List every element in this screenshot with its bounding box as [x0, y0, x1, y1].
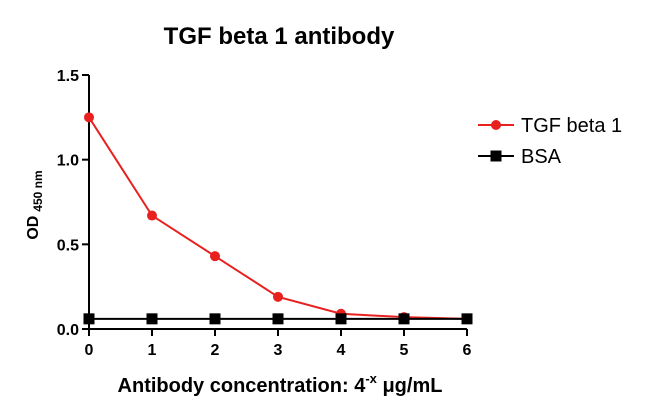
x-tick-label: 1: [148, 342, 157, 359]
series-line-tgf-beta-1: [88, 116, 468, 320]
series-layer: [83, 112, 473, 325]
data-point-bsa: [398, 313, 410, 325]
data-point-bsa: [335, 313, 347, 325]
data-point-tgf-beta-1: [273, 291, 283, 302]
y-axis-label-main: OD: [25, 216, 42, 240]
x-tick-label: 6: [463, 342, 472, 359]
x-tick-label: 2: [211, 342, 220, 359]
data-point-bsa: [209, 313, 221, 325]
x-tick-label: 0: [85, 342, 94, 359]
axes: 0.0 0.5 1.0 1.5 0 1 2 3 4 5 6: [57, 68, 472, 359]
legend-marker-bsa: [490, 150, 502, 162]
x-tick-label: 3: [274, 342, 283, 359]
data-point-tgf-beta-1: [84, 112, 94, 123]
legend: TGF beta 1 BSA: [478, 115, 622, 168]
legend-label-bsa: BSA: [521, 146, 562, 168]
x-tick-label: 4: [337, 342, 346, 359]
data-point-bsa: [146, 313, 158, 325]
y-tick-label: 1.5: [57, 68, 79, 85]
x-axis-label-main: Antibody concentration: 4: [118, 375, 367, 397]
data-point-bsa: [461, 313, 473, 325]
x-tick-label: 5: [400, 342, 409, 359]
data-point-tgf-beta-1: [210, 251, 220, 262]
chart-title: TGF beta 1 antibody: [164, 23, 395, 50]
x-axis-label-superscript: -x: [365, 371, 377, 386]
y-tick-label: 1.0: [57, 153, 79, 170]
legend-label-tgf-beta-1: TGF beta 1: [521, 115, 622, 137]
x-axis-label: Antibody concentration: 4-x μg/mL: [118, 371, 443, 397]
y-axis-label: OD 450 nm: [25, 170, 45, 239]
y-tick-label: 0.5: [57, 237, 79, 254]
legend-marker-tgf-beta-1: [491, 120, 501, 130]
data-point-bsa: [83, 313, 95, 325]
data-point-tgf-beta-1: [147, 210, 157, 221]
data-point-bsa: [272, 313, 284, 325]
y-axis-label-subscript: 450 nm: [31, 170, 45, 211]
x-axis-label-unit: μg/mL: [377, 375, 443, 397]
y-tick-label: 0.0: [57, 322, 79, 339]
